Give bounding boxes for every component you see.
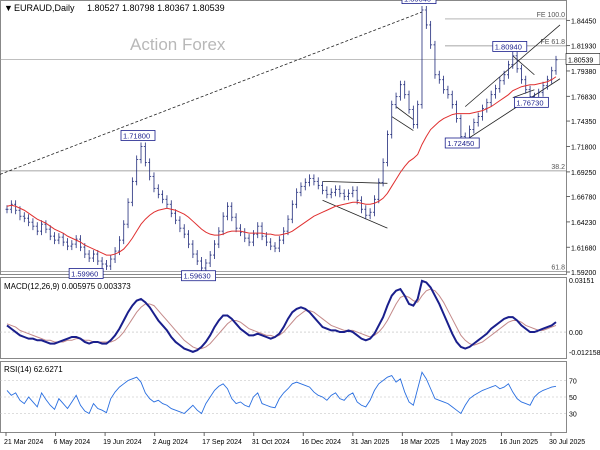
rsi-axis-label: 70 bbox=[569, 379, 577, 386]
flag-top-line bbox=[395, 106, 414, 120]
price-axis-label: 1.84450 bbox=[571, 18, 596, 25]
macd-line bbox=[6, 279, 557, 353]
current-price-value: 1.80539 bbox=[568, 57, 593, 64]
price-axis-label: 1.69250 bbox=[571, 170, 596, 177]
price-axis-label: 1.64230 bbox=[571, 220, 596, 227]
price-label-layer: 1.59960 1.71800 1.59630 1.85540 1.72450 1.809… bbox=[68, 0, 549, 282]
fib-level-label: 61.8 bbox=[551, 265, 565, 272]
price-label-box bbox=[513, 96, 549, 108]
macd-panel-frame bbox=[0, 277, 567, 359]
x-axis-label: 30 Jul 2025 bbox=[549, 439, 585, 446]
rsi-line bbox=[6, 371, 557, 415]
triangle-top-line bbox=[512, 55, 535, 76]
price-axis-label: 1.79380 bbox=[571, 69, 596, 76]
price-label: 1.59630 bbox=[184, 272, 211, 281]
macd-layer bbox=[0, 279, 566, 353]
current-price-box bbox=[565, 53, 600, 65]
price-axis-label: 1.66780 bbox=[571, 194, 596, 201]
price-axis-label: 1.71800 bbox=[571, 144, 596, 151]
dotted-trendline bbox=[0, 11, 423, 175]
rsi-axis-label: 30 bbox=[569, 412, 577, 419]
x-axis-label: 1 May 2025 bbox=[450, 439, 487, 446]
lower-channel-line bbox=[465, 78, 561, 141]
chart-ohlc: 1.80527 1.80798 1.80367 1.80539 bbox=[87, 3, 225, 13]
price-axis-label: 1.61680 bbox=[571, 245, 596, 252]
rsi-label: RSI(14) 62.6271 bbox=[4, 365, 63, 374]
chart-symbol: EURAUD,Daily bbox=[14, 3, 75, 13]
rsi-layer bbox=[0, 371, 566, 415]
price-axis-label: 1.76830 bbox=[571, 94, 596, 101]
wedge-top-line bbox=[322, 180, 388, 184]
price-label-box bbox=[492, 41, 528, 52]
price-axis-label: 1.59200 bbox=[571, 270, 596, 277]
x-axis-label: 31 Oct 2024 bbox=[252, 439, 290, 446]
price-label: 1.72450 bbox=[447, 139, 474, 148]
price-label: 1.85540 bbox=[404, 0, 431, 4]
price-label-box bbox=[444, 137, 480, 149]
x-axis-label: 16 Jun 2025 bbox=[499, 439, 538, 446]
price-label-box bbox=[68, 268, 104, 279]
fib-level-label: FE 61.8 bbox=[540, 39, 565, 46]
x-axis-label: 18 Mar 2025 bbox=[400, 439, 439, 446]
x-axis-label: 16 Dec 2024 bbox=[301, 439, 341, 446]
price-label: 1.76730 bbox=[516, 98, 543, 107]
collapse-triangle-icon[interactable]: ▼ bbox=[4, 3, 13, 13]
wedge-bottom-line bbox=[322, 199, 388, 229]
axis-layer: 1.84450 1.81930 1.79380 1.76830 1.74350 1.718… bbox=[4, 18, 600, 446]
macd-axis-label: -0.012158 bbox=[569, 350, 600, 357]
price-label-box bbox=[181, 270, 216, 282]
macd-label: MACD(12,26,9) 0.005975 0.003373 bbox=[4, 282, 131, 291]
price-label: 1.80940 bbox=[495, 42, 522, 51]
x-axis-label: 6 May 2024 bbox=[54, 439, 91, 446]
price-layer bbox=[5, 6, 558, 272]
watermark: Action Forex bbox=[130, 35, 226, 54]
price-label-box bbox=[401, 0, 437, 4]
price-axis-label: 1.74350 bbox=[571, 119, 596, 126]
moving-average-line bbox=[6, 76, 557, 256]
price-axis-label: 1.81930 bbox=[571, 44, 596, 51]
price-label: 1.71800 bbox=[123, 131, 150, 140]
flag-bottom-line bbox=[391, 116, 414, 131]
x-axis-label: 17 Sep 2024 bbox=[202, 439, 242, 446]
price-label: 1.59960 bbox=[71, 269, 98, 278]
macd-signal-line bbox=[6, 288, 557, 350]
trendline-layer bbox=[0, 11, 561, 229]
fib-level-label: FE 100.0 bbox=[537, 12, 566, 19]
price-label-box bbox=[120, 130, 156, 141]
price-panel-frame bbox=[0, 0, 567, 275]
triangle-bottom-line bbox=[512, 89, 535, 99]
macd-axis-label: 0.00 bbox=[569, 330, 583, 337]
x-axis-label: 31 Jan 2025 bbox=[351, 439, 390, 446]
x-axis-label: 21 Mar 2024 bbox=[4, 439, 43, 446]
x-axis-label: 2 Aug 2024 bbox=[153, 439, 189, 446]
x-axis-label: 19 Jun 2024 bbox=[103, 439, 142, 446]
macd-axis-label: 0.03151 bbox=[569, 278, 594, 285]
rsi-axis-label: 50 bbox=[569, 395, 577, 402]
fib-level-label: 38.2 bbox=[551, 164, 565, 171]
